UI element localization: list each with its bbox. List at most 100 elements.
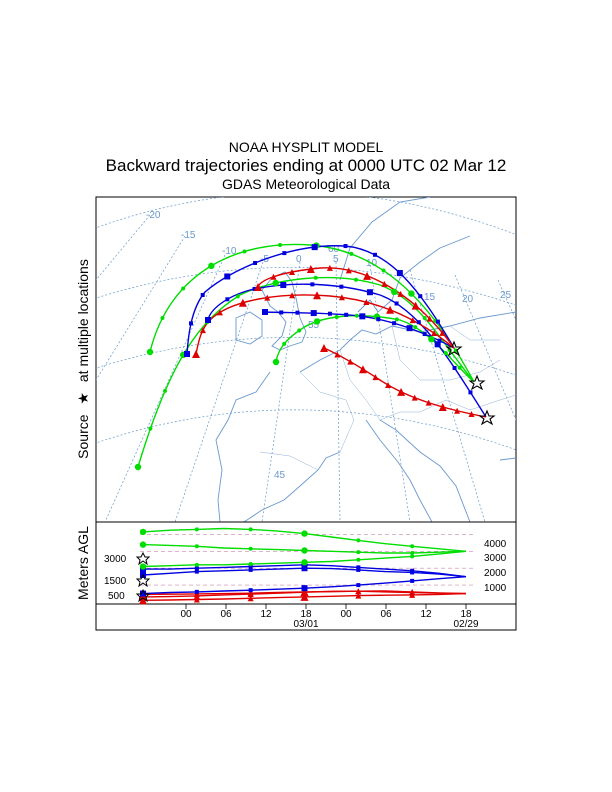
height-marker-500 (247, 595, 254, 602)
map-marker-1500 (200, 292, 205, 297)
lat-line-55 (96, 267, 516, 306)
country-borders (259, 325, 516, 471)
height-marker-500 (409, 591, 416, 598)
map-marker-1500 (435, 319, 440, 324)
coast-scandinavia (339, 197, 471, 313)
map-marker-500 (289, 292, 296, 299)
height-marker-1500 (410, 578, 415, 583)
map-marker-500 (438, 402, 447, 411)
height-marker-3000 (194, 527, 199, 532)
coast-ireland (235, 311, 263, 345)
map-marker-3000 (422, 316, 427, 321)
map-marker-500 (192, 350, 200, 358)
map-marker-3000 (394, 317, 399, 322)
source-star-3 (478, 409, 496, 426)
height-star-500 (135, 588, 151, 603)
map-marker-3000 (354, 313, 359, 318)
coast-black-sea (499, 457, 516, 461)
map-marker-1500 (406, 325, 413, 332)
height-marker-1500 (248, 564, 253, 569)
height-marker-3000 (356, 538, 361, 543)
height-marker-3000 (410, 554, 415, 559)
map-marker-3000 (391, 288, 398, 296)
map-marker-3000 (334, 315, 339, 320)
coast-italy (365, 419, 433, 522)
map-marker-500 (270, 273, 277, 280)
map-marker-1500 (252, 287, 257, 292)
map-marker-1500 (343, 244, 348, 249)
coast-adriatic (379, 419, 471, 522)
map-marker-3000 (242, 249, 247, 254)
source-stars (445, 340, 496, 426)
title-line3: GDAS Meteorological Data (222, 176, 390, 192)
map-marker-500 (384, 381, 391, 388)
map-marker-500 (288, 269, 295, 276)
left-tick-3000: 3000 (104, 554, 127, 565)
map-marker-500 (431, 330, 438, 337)
map-marker-500 (306, 265, 315, 274)
map-marker-1500 (376, 317, 381, 322)
map-trajectory-blue-1 (186, 245, 455, 355)
map-marker-500 (338, 294, 345, 301)
map-marker-3000 (272, 279, 279, 287)
height-marker-3000 (248, 546, 253, 551)
grid-label: 5 (333, 254, 339, 265)
map-marker-500 (313, 291, 322, 300)
map-marker-3000 (349, 251, 354, 256)
map-marker-3000 (313, 318, 321, 325)
date-label-0301: 03/01 (293, 619, 318, 630)
meridian-10 (369, 264, 411, 522)
height-marker-1500 (194, 569, 199, 574)
time-tick-label: 18 (460, 609, 472, 620)
height-marker-3000 (139, 528, 147, 536)
meridian-5 (335, 261, 341, 522)
map-marker-3000 (148, 426, 153, 431)
height-marker-500 (300, 592, 309, 601)
map-marker-500 (216, 309, 223, 316)
map-marker-3000 (408, 290, 415, 297)
height-star-3000 (135, 551, 151, 566)
height-markers (139, 527, 416, 605)
map-marker-3000 (457, 365, 462, 370)
height-marker-3000 (301, 559, 308, 566)
map-marker-500 (426, 315, 433, 322)
height-marker-3000 (248, 562, 253, 566)
map-marker-1500 (310, 310, 317, 317)
map-marker-1500 (225, 297, 230, 302)
map-panel: -20 -15 -10 -5 0 5 10 15 20 25 60 55 45 (95, 196, 517, 523)
meridian-lines (96, 214, 516, 522)
svg-text:Source ★ at multip: Source ★ at multiple locations (75, 259, 91, 459)
height-marker-3000 (301, 530, 308, 537)
map-marker-1500 (280, 282, 287, 289)
title-line2: Backward trajectories ending at 0000 UTC… (106, 156, 507, 175)
border-poland (391, 325, 501, 381)
coast-iberia-west (215, 371, 271, 522)
map-marker-3000 (134, 463, 142, 471)
map-marker-500 (397, 387, 406, 396)
height-marker-3000 (356, 550, 361, 555)
coast-great-britain (261, 271, 307, 351)
map-marker-500 (326, 264, 333, 271)
height-marker-1500 (356, 583, 361, 588)
height-marker-3000 (248, 527, 253, 532)
height-marker-1500 (356, 565, 361, 570)
height-marker-500 (355, 592, 362, 599)
height-panel: Meters AGL 3000 1500 500 4000 3000 2000 … (75, 521, 517, 631)
map-marker-1500 (253, 260, 258, 265)
map-marker-500 (363, 299, 370, 306)
map-marker-3000 (235, 294, 240, 299)
map-marker-500 (363, 271, 372, 280)
map-marker-1500 (311, 244, 318, 251)
map-marker-1500 (359, 313, 366, 320)
map-marker-1500 (452, 366, 457, 371)
height-marker-1500 (248, 567, 253, 572)
height-marker-3000 (194, 544, 199, 549)
map-marker-500 (397, 290, 404, 297)
grid-label: 60 (328, 244, 340, 255)
border-spain (259, 451, 319, 471)
right-tick-4000: 4000 (484, 539, 507, 550)
map-frame (95, 196, 517, 523)
border-france (299, 371, 355, 453)
map-marker-500 (320, 344, 328, 352)
